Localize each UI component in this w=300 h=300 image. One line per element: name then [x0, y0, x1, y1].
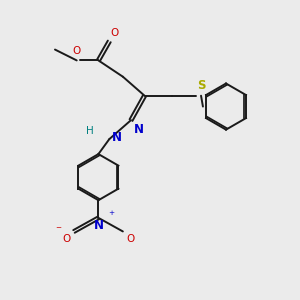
Text: O: O	[73, 46, 81, 56]
Text: H: H	[86, 126, 94, 136]
Text: O: O	[126, 234, 134, 244]
Text: O: O	[62, 234, 71, 244]
Text: O: O	[111, 28, 119, 38]
Text: $^-$: $^-$	[54, 225, 63, 235]
Text: $^+$: $^+$	[106, 210, 116, 220]
Text: N: N	[134, 123, 144, 136]
Text: S: S	[197, 79, 206, 92]
Text: N: N	[93, 219, 103, 232]
Text: N: N	[112, 131, 122, 144]
